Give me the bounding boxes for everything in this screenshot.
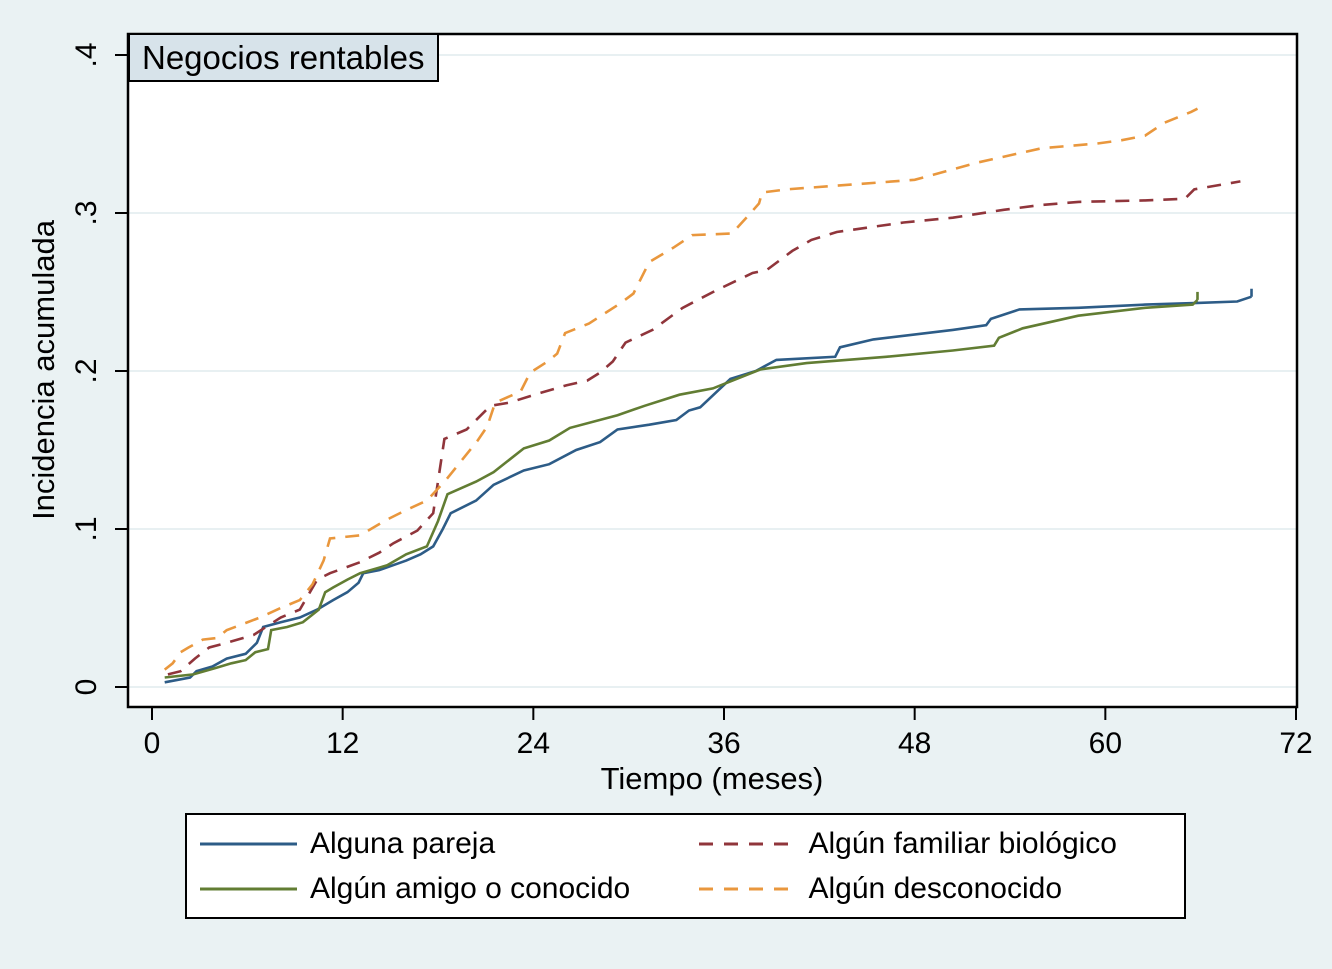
x-axis-title: Tiempo (meses) bbox=[600, 761, 824, 796]
series-line-1 bbox=[164, 295, 1252, 684]
y-tick-label: 0 bbox=[70, 679, 103, 696]
legend: Alguna pareja Algún familiar biológico A… bbox=[185, 813, 1186, 919]
legend-item-algun-amigo-o-conocido: Algún amigo o conocido bbox=[187, 872, 686, 906]
x-tick-label: 72 bbox=[1279, 727, 1312, 760]
legend-swatch-line bbox=[200, 887, 297, 890]
y-axis-title: Incidencia acumulada bbox=[26, 220, 61, 520]
legend-swatch-line bbox=[200, 842, 297, 845]
legend-swatch-line bbox=[698, 842, 796, 845]
legend-item-algun-familiar-biologico: Algún familiar biológico bbox=[686, 827, 1185, 861]
legend-label: Algún desconocido bbox=[808, 871, 1063, 905]
x-tick-label: 0 bbox=[144, 727, 161, 760]
x-tick-label: 24 bbox=[517, 727, 550, 760]
series-line-4 bbox=[163, 107, 1199, 671]
legend-item-alguna-pareja: Alguna pareja bbox=[187, 827, 686, 861]
x-tick-label: 12 bbox=[326, 727, 359, 760]
chart-title-box: Negocios rentables bbox=[128, 33, 439, 82]
y-tick-label: .3 bbox=[70, 200, 103, 225]
series-line-2 bbox=[164, 298, 1199, 679]
series-line-3 bbox=[167, 180, 1241, 676]
y-tick-label: .4 bbox=[70, 42, 103, 67]
legend-label: Algún familiar biológico bbox=[808, 826, 1118, 860]
chart-title: Negocios rentables bbox=[142, 39, 425, 76]
legend-label: Algún amigo o conocido bbox=[310, 871, 631, 905]
x-tick-label: 48 bbox=[898, 727, 931, 760]
legend-item-algun-desconocido: Algún desconocido bbox=[686, 872, 1185, 906]
x-tick-label: 60 bbox=[1089, 727, 1122, 760]
y-tick-label: .2 bbox=[70, 358, 103, 383]
y-tick-label: .1 bbox=[70, 516, 103, 541]
legend-label: Alguna pareja bbox=[310, 826, 496, 860]
legend-swatch-line bbox=[698, 887, 796, 890]
x-tick-label: 36 bbox=[707, 727, 740, 760]
